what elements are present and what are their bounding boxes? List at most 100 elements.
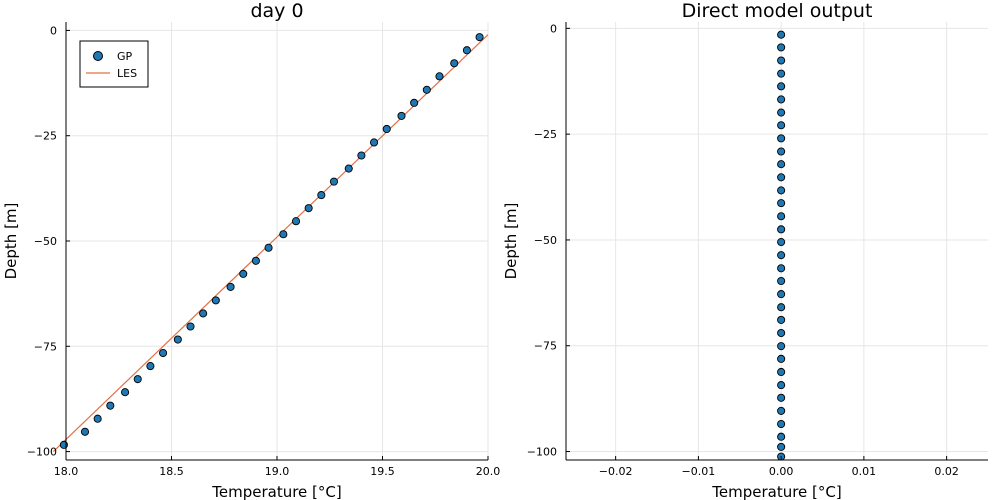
data-point: [777, 199, 786, 208]
subplot-direct-model-output: −0.02 −0.01 0.00 0.01 0.02 0 −25 −50 −75 −100 Di…: [502, 0, 988, 500]
x-axis-label: Temperature [°C]: [711, 483, 841, 500]
legend-marker-gp: [93, 51, 103, 61]
data-point: [264, 243, 273, 252]
x-tick-label: 18.5: [159, 465, 184, 478]
data-point: [317, 191, 326, 200]
y-tick-labels: 0 −25 −50 −75 −100: [527, 22, 570, 459]
data-point: [777, 238, 786, 247]
y-axis-label: Depth [m]: [502, 203, 520, 280]
data-point: [777, 82, 786, 91]
y-tick-label: −25: [534, 128, 557, 141]
data-point: [777, 432, 786, 441]
data-point: [199, 309, 208, 318]
data-point: [777, 328, 786, 338]
data-point: [344, 164, 353, 173]
data-point: [777, 30, 786, 39]
data-point: [186, 322, 195, 331]
y-tick-label: −75: [34, 340, 57, 353]
data-point: [397, 111, 406, 120]
data-point: [777, 354, 786, 363]
x-tick-label: 0.02: [934, 465, 959, 478]
data-point: [777, 56, 786, 65]
legend: GP LES: [79, 40, 149, 88]
data-point: [777, 406, 786, 415]
data-point: [777, 212, 786, 221]
subplot-day-0: 18.0 18.5 19.0 19.5 20.0 0 −25 −50 −75 −100 day …: [2, 0, 500, 500]
data-point: [777, 290, 786, 299]
x-tick-label: 19.5: [370, 465, 395, 478]
series-layer: [777, 30, 786, 461]
data-point: [462, 46, 471, 55]
y-tick-label: 0: [550, 22, 557, 35]
data-point: [777, 95, 786, 104]
data-point: [777, 121, 786, 130]
data-point: [777, 381, 786, 390]
x-tick-label: 20.0: [476, 465, 501, 478]
x-tick-label: 18.0: [54, 465, 79, 478]
data-point: [291, 217, 301, 226]
y-tick-labels: 0 −25 −50 −75 −100: [27, 24, 70, 459]
x-tick-label: 0.00: [769, 465, 794, 478]
data-point: [146, 362, 155, 371]
x-tick-label: 0.01: [852, 465, 877, 478]
legend-label-gp: GP: [117, 50, 133, 63]
legend-box: [79, 40, 149, 88]
data-point: [475, 33, 484, 42]
data-point: [121, 388, 130, 397]
data-point: [777, 367, 786, 377]
y-axis-label: Depth [m]: [2, 203, 20, 280]
data-point: [93, 414, 102, 423]
data-point: [370, 138, 379, 147]
y-tick-label: −25: [34, 130, 57, 143]
data-point: [357, 151, 366, 160]
data-point: [777, 442, 786, 451]
data-point: [777, 160, 786, 169]
data-point: [777, 264, 786, 273]
data-point: [777, 393, 786, 402]
data-point: [80, 427, 90, 436]
data-point: [777, 276, 786, 286]
data-point: [777, 69, 786, 78]
data-point: [211, 296, 220, 305]
data-point: [410, 98, 419, 107]
legend-label-les: LES: [117, 67, 137, 80]
x-tick-label: 19.0: [265, 465, 290, 478]
data-point: [382, 124, 391, 134]
data-point: [173, 335, 182, 344]
data-point: [777, 315, 786, 324]
y-tick-label: −50: [534, 234, 557, 247]
data-point: [777, 147, 786, 156]
data-point: [777, 303, 786, 312]
data-point: [279, 230, 288, 239]
series-layer: [52, 33, 489, 453]
data-point: [239, 269, 248, 278]
x-tick-labels: 18.0 18.5 19.0 19.5 20.0: [54, 456, 501, 478]
x-tick-label: −0.02: [599, 465, 633, 478]
x-tick-labels: −0.02 −0.01 0.00 0.01 0.02: [599, 456, 959, 478]
y-tick-label: −75: [534, 340, 557, 353]
y-tick-label: −50: [34, 235, 57, 248]
data-point: [777, 108, 786, 117]
data-point: [304, 204, 313, 213]
grid: [566, 22, 988, 460]
data-point: [435, 72, 444, 81]
data-point: [133, 375, 142, 384]
x-tick-label: −0.01: [682, 465, 716, 478]
chart-title: day 0: [250, 0, 303, 22]
data-point: [777, 134, 786, 143]
data-point: [450, 59, 459, 68]
data-point: [226, 282, 235, 291]
les-line: [52, 34, 489, 453]
y-tick-label: −100: [527, 446, 557, 459]
data-point: [777, 251, 786, 260]
grid: [65, 22, 489, 460]
data-point: [777, 225, 786, 234]
data-point: [777, 186, 786, 195]
data-point: [777, 43, 786, 52]
data-point: [777, 342, 786, 351]
data-point: [329, 177, 339, 186]
data-point: [777, 173, 786, 182]
data-point: [106, 401, 115, 410]
chart-title: Direct model output: [682, 0, 873, 22]
data-point: [159, 348, 168, 358]
